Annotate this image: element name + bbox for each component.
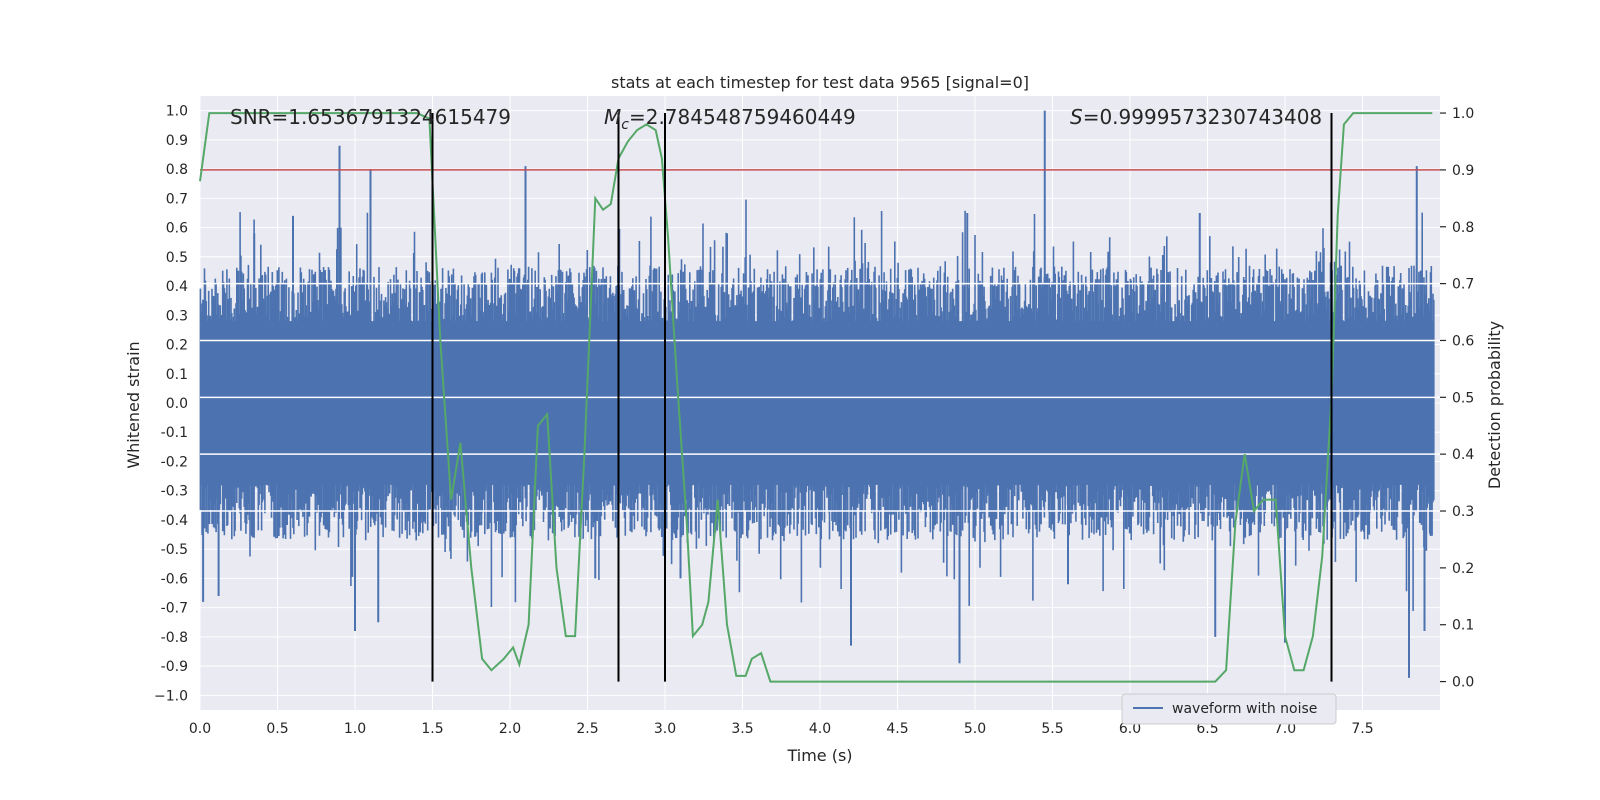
- y2-axis-label: Detection probability: [1485, 321, 1504, 489]
- y2-tick-label: 0.8: [1452, 220, 1474, 236]
- legend: waveform with noise: [1121, 693, 1337, 725]
- y-tick-label: -0.4: [161, 513, 188, 529]
- x-tick-label: 3.5: [731, 721, 753, 737]
- x-tick-label: 5.0: [964, 721, 986, 737]
- y2-tick-label: 0.7: [1452, 277, 1474, 293]
- y-tick-label: -0.1: [161, 425, 188, 441]
- y-tick-labels: 1.0 0.9 0.8 0.7 0.6 0.5 0.4 0.3 0.2 0.1 0.0 -0.1 -0.…: [154, 104, 188, 705]
- y-tick-label: -0.6: [161, 571, 188, 587]
- y-tick-label: 1.0: [166, 104, 188, 120]
- x-tick-label: 6.5: [1196, 721, 1218, 737]
- y-tick-label: -0.5: [161, 542, 188, 558]
- x-tick-label: 7.0: [1274, 721, 1296, 737]
- y2-tick-label: 1.0: [1452, 106, 1474, 122]
- y2-tick-label: 0.2: [1452, 561, 1474, 577]
- x-tick-label: 2.0: [499, 721, 521, 737]
- y-tick-label: 0.0: [166, 396, 188, 412]
- legend-label: waveform with noise: [1172, 701, 1317, 717]
- x-tick-label: 1.0: [344, 721, 366, 737]
- y2-tick-label: 0.9: [1452, 163, 1474, 179]
- y-tick-label: -0.3: [161, 484, 188, 500]
- y-tick-label: -0.9: [161, 659, 188, 675]
- s-value: =0.9999573230743408: [1083, 105, 1322, 129]
- y2-tick-label: 0.0: [1452, 675, 1474, 691]
- x-tick-label: 4.0: [809, 721, 831, 737]
- probability-series: [199, 112, 1433, 683]
- y2-tick-label: 0.1: [1452, 618, 1474, 634]
- y-tick-label: -0.7: [161, 601, 188, 617]
- s-annotation: S=0.9999573230743408: [1070, 105, 1322, 129]
- y-tick-label: 0.5: [166, 250, 188, 266]
- white-bands: [200, 282, 1440, 512]
- y2-tick-label: 0.6: [1452, 333, 1474, 349]
- y2-tick-label: 0.3: [1452, 504, 1474, 520]
- y-tick-label: −1.0: [154, 688, 188, 704]
- mc-annotation: Mc=2.784548759460449: [604, 105, 856, 133]
- x-tick-label: 4.5: [886, 721, 908, 737]
- x-axis-label: Time (s): [786, 746, 852, 765]
- y2-tick-label: 0.4: [1452, 447, 1474, 463]
- probability-line: [199, 112, 1433, 683]
- y-tick-label: -0.2: [161, 454, 188, 470]
- x-tick-label: 7.5: [1351, 721, 1373, 737]
- s-symbol: S: [1070, 105, 1083, 129]
- mc-subscript: c: [621, 117, 629, 133]
- waveform-core: [200, 321, 1434, 485]
- x-tick-label: 2.5: [576, 721, 598, 737]
- y-tick-label: 0.4: [166, 279, 188, 295]
- x-tick-label: 1.5: [421, 721, 443, 737]
- y2-tick-label: 0.5: [1452, 390, 1474, 406]
- y-tick-label: 0.9: [166, 133, 188, 149]
- x-tick-labels: 0.0 0.5 1.0 1.5 2.0 2.5 3.0 3.5 4.0 4.5 5.0 5.5 6.0 6…: [189, 721, 1374, 737]
- mc-value: =2.784548759460449: [629, 105, 856, 129]
- x-tick-label: 0.5: [266, 721, 288, 737]
- x-tick-label: 0.0: [189, 721, 211, 737]
- x-tick-label: 5.5: [1041, 721, 1063, 737]
- y-axis-label: Whitened strain: [124, 341, 143, 468]
- chart-title: stats at each timestep for test data 956…: [611, 73, 1029, 92]
- x-tick-label: 6.0: [1119, 721, 1141, 737]
- y-tick-label: 0.1: [166, 367, 188, 383]
- y-tick-label: -0.8: [161, 630, 188, 646]
- mc-symbol: M: [604, 105, 621, 129]
- y2-tick-labels: 1.0 0.9 0.8 0.7 0.6 0.5 0.4 0.3 0.2 0.1 0.0: [1440, 106, 1474, 691]
- y-tick-label: 0.6: [166, 221, 188, 237]
- legend-box: [1121, 693, 1337, 725]
- x-tick-label: 3.0: [654, 721, 676, 737]
- waveform-series: [199, 110, 1435, 678]
- y-tick-label: 0.3: [166, 308, 188, 324]
- y-tick-label: 0.7: [166, 191, 188, 207]
- y-tick-label: 0.8: [166, 162, 188, 178]
- y-tick-label: 0.2: [166, 338, 188, 354]
- snr-annotation: SNR=1.6536791324615479: [230, 105, 511, 129]
- vertical-markers: [431, 113, 1333, 682]
